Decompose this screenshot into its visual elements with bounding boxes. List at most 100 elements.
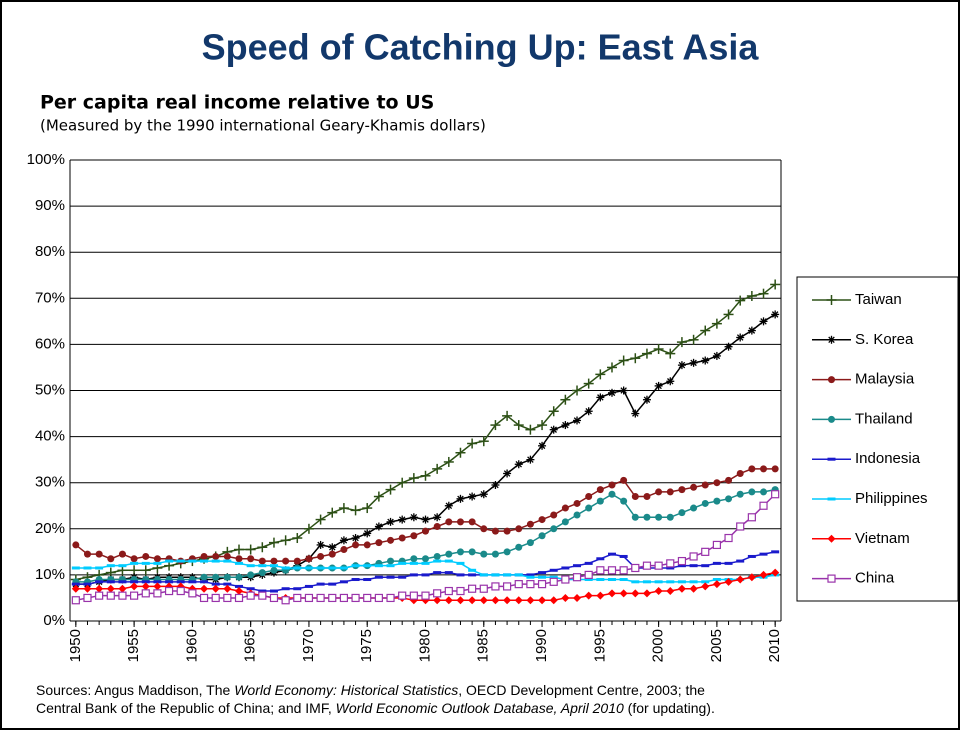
- marker-part: [491, 596, 500, 605]
- marker-part: [584, 570, 593, 580]
- y-tick-label: 0%: [43, 612, 65, 629]
- marker: [736, 575, 745, 584]
- marker: [247, 555, 255, 563]
- marker-part: [550, 511, 558, 519]
- marker: [771, 465, 779, 473]
- marker-part: [282, 557, 290, 565]
- marker: [363, 541, 371, 549]
- marker: [736, 469, 744, 477]
- marker-part: [398, 575, 407, 579]
- marker-part: [293, 566, 302, 570]
- marker: [282, 557, 290, 565]
- marker: [583, 378, 594, 389]
- marker: [153, 555, 161, 563]
- marker: [292, 533, 303, 544]
- marker-part: [526, 575, 535, 579]
- marker: [83, 593, 92, 603]
- marker: [491, 596, 500, 605]
- marker-part: [631, 513, 639, 521]
- marker-part: [340, 537, 348, 544]
- marker: [538, 516, 546, 524]
- marker: [83, 582, 92, 586]
- marker: [468, 568, 477, 572]
- marker-part: [666, 513, 674, 521]
- footnote-part: Sources: Angus Maddison, The: [36, 682, 234, 698]
- marker-part: [701, 580, 710, 584]
- marker: [140, 565, 151, 576]
- marker: [141, 580, 150, 584]
- marker: [410, 532, 418, 540]
- marker-part: [515, 461, 523, 468]
- marker: [234, 593, 244, 603]
- x-tick-label: 1965: [242, 629, 259, 662]
- marker: [561, 566, 570, 570]
- marker-part: [457, 495, 464, 503]
- x-tick-label: 2010: [766, 629, 783, 662]
- marker: [387, 536, 395, 544]
- marker-part: [211, 559, 220, 563]
- marker: [596, 557, 605, 561]
- marker-part: [387, 557, 395, 565]
- marker-part: [328, 593, 337, 603]
- marker: [550, 511, 558, 519]
- legend-label: S. Korea: [855, 331, 914, 348]
- marker: [618, 355, 629, 366]
- marker-part: [608, 481, 616, 489]
- marker-part: [165, 580, 174, 584]
- marker: [746, 290, 757, 301]
- marker-part: [433, 514, 441, 521]
- marker-part: [584, 578, 593, 582]
- marker: [235, 555, 243, 563]
- marker-part: [118, 584, 127, 593]
- marker: [130, 582, 139, 591]
- marker: [83, 584, 92, 593]
- marker-part: [141, 589, 150, 598]
- marker: [677, 564, 686, 568]
- marker: [211, 593, 220, 603]
- y-tick-label: 20%: [35, 520, 65, 537]
- marker: [432, 463, 443, 474]
- footnote-part: Central Bank of the Republic of China; a…: [36, 700, 336, 716]
- marker: [433, 513, 442, 522]
- marker-part: [607, 566, 617, 575]
- marker: [549, 425, 558, 434]
- marker-part: [234, 593, 244, 603]
- marker-part: [223, 584, 232, 593]
- marker: [654, 580, 663, 584]
- marker-part: [293, 587, 302, 591]
- marker: [712, 561, 721, 565]
- marker-part: [212, 573, 220, 581]
- marker-part: [724, 577, 733, 586]
- marker-part: [258, 591, 267, 600]
- marker: [606, 362, 617, 373]
- marker: [642, 589, 651, 598]
- marker-part: [596, 566, 605, 575]
- marker: [72, 541, 80, 549]
- marker: [422, 527, 429, 535]
- x-tick-label: 1950: [67, 629, 84, 662]
- marker: [643, 493, 651, 501]
- marker-part: [445, 502, 453, 510]
- marker: [607, 552, 616, 556]
- marker: [712, 578, 721, 582]
- marker-part: [701, 564, 710, 568]
- marker: [352, 541, 360, 549]
- subtitle: Per capita real income relative to US: [40, 92, 434, 114]
- marker: [619, 566, 628, 575]
- marker: [666, 566, 675, 570]
- marker-part: [515, 525, 523, 533]
- marker: [619, 554, 628, 558]
- marker-part: [526, 580, 535, 589]
- marker-part: [771, 465, 779, 473]
- marker: [479, 584, 488, 593]
- legend-label: Malaysia: [855, 371, 915, 388]
- marker-part: [118, 564, 127, 568]
- marker: [607, 566, 617, 575]
- marker: [491, 573, 500, 577]
- marker-part: [585, 504, 593, 512]
- marker: [480, 525, 488, 533]
- marker: [258, 557, 266, 565]
- marker: [584, 407, 593, 416]
- y-tick-label: 60%: [35, 335, 65, 352]
- marker: [468, 548, 476, 556]
